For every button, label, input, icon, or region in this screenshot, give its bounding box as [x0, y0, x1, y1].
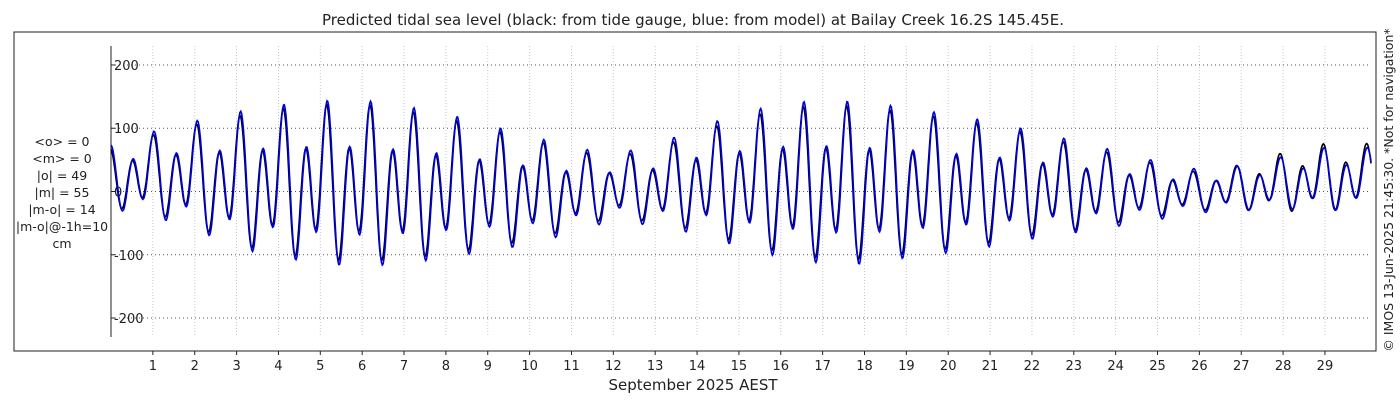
y-tick-label: -200	[114, 312, 144, 327]
x-tick-label: 13	[647, 359, 664, 374]
model-series-line	[110, 99, 1372, 267]
statistics-panel: <o> = 0 <m> = 0 |o| = 49 |m| = 55 |m-o| …	[16, 134, 108, 251]
y-tick-label: 100	[114, 122, 139, 137]
x-tick-label: 6	[358, 359, 366, 374]
x-tick-label: 5	[316, 359, 324, 374]
stat-abs-diff: |m-o| = 14	[28, 202, 95, 217]
stat-abs-observed: |o| = 49	[37, 168, 87, 183]
x-tick-label: 16	[772, 359, 789, 374]
stat-mean-observed: <o> = 0	[35, 134, 90, 149]
stat-units: cm	[52, 236, 71, 251]
grid-layer	[111, 46, 1371, 337]
stat-abs-diff-lag: |m-o|@-1h=10	[16, 219, 108, 234]
x-axis-label: September 2025 AEST	[608, 376, 778, 394]
x-tick-label: 18	[856, 359, 873, 374]
x-tick-label: 8	[442, 359, 450, 374]
copyright-notice: © IMOS 13-Jun-2025 21:45:30. *Not for na…	[1381, 28, 1396, 351]
x-tick-label: 23	[1066, 359, 1083, 374]
x-tick-label: 19	[898, 359, 915, 374]
x-tick-label: 14	[689, 359, 706, 374]
x-tick-label: 7	[400, 359, 408, 374]
x-tick-label: 24	[1107, 359, 1124, 374]
y-tick-label: -100	[114, 249, 144, 264]
x-tick-label: 17	[814, 359, 831, 374]
x-tick-label: 10	[521, 359, 538, 374]
x-tick-label: 20	[940, 359, 957, 374]
x-tick-label: 26	[1191, 359, 1208, 374]
x-tick-label: 21	[982, 359, 999, 374]
x-tick-label: 2	[191, 359, 199, 374]
x-tick-label: 22	[1024, 359, 1041, 374]
x-tick-label: 29	[1317, 359, 1334, 374]
x-tick-label: 1	[149, 359, 157, 374]
x-tick-label: 11	[563, 359, 580, 374]
x-tick-label: 28	[1275, 359, 1292, 374]
chart-title: Predicted tidal sea level (black: from t…	[322, 11, 1064, 29]
y-tick-label: 200	[114, 59, 139, 74]
x-tick-label: 4	[274, 359, 282, 374]
x-tick-label: 3	[232, 359, 240, 374]
x-tick-label: 12	[605, 359, 622, 374]
stat-abs-model: |m| = 55	[35, 185, 90, 200]
stat-mean-model: <m> = 0	[32, 151, 92, 166]
x-tick-label: 27	[1233, 359, 1250, 374]
series-layer	[110, 99, 1372, 267]
x-tick-label: 25	[1149, 359, 1166, 374]
x-tick-label: 15	[731, 359, 748, 374]
x-tick-label: 9	[484, 359, 492, 374]
